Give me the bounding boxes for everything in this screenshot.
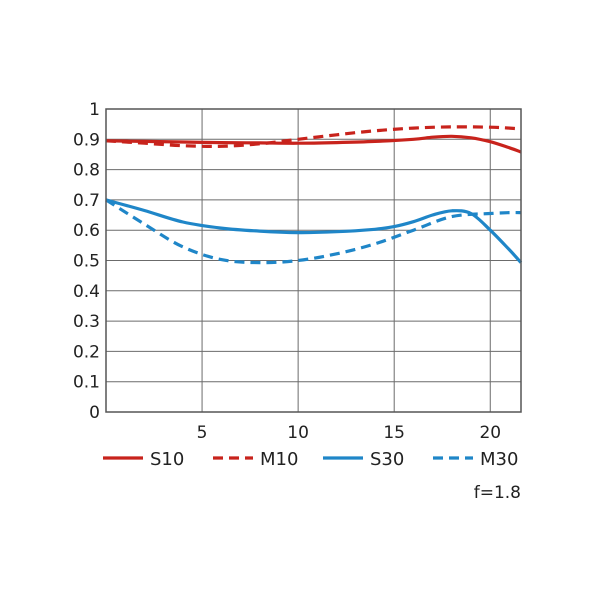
y-tick-label: 0.2 [73,342,100,362]
y-tick-label: 0.3 [73,312,100,332]
series-lines [105,125,523,265]
grid-lines [106,109,521,412]
plot-frame [105,108,522,413]
y-tick-label: 0.1 [73,373,100,393]
aperture-note: f=1.8 [474,483,521,503]
y-tick-label: 0.8 [73,161,100,181]
x-tick-label: 5 [197,423,208,443]
y-tick-label: 0.4 [73,282,100,302]
y-tick-label: 0.5 [73,252,100,272]
legend-label-s10: S10 [150,449,184,470]
legend: S10 M10 S30 M30 [103,449,518,470]
series-line-m30 [105,198,522,265]
legend-label-s30: S30 [370,449,404,470]
y-axis-ticks: 0 0.1 0.2 0.3 0.4 0.5 0.6 0.7 0.8 0.9 1 [73,100,100,423]
x-axis-ticks: 5 10 15 20 [197,423,501,443]
y-tick-label: 0.9 [73,130,100,150]
x-tick-label: 20 [479,423,501,443]
y-tick-label: 0.7 [73,191,100,211]
series-line-s10 [105,134,522,154]
series-line-m10 [105,125,522,149]
x-tick-label: 15 [383,423,405,443]
y-tick-label: 1 [89,100,100,120]
legend-label-m30: M30 [480,449,518,470]
x-tick-label: 10 [287,423,309,443]
y-tick-label: 0.6 [73,221,100,241]
y-tick-label: 0 [89,403,100,423]
series-line-s30 [105,198,523,264]
legend-label-m10: M10 [260,449,298,470]
